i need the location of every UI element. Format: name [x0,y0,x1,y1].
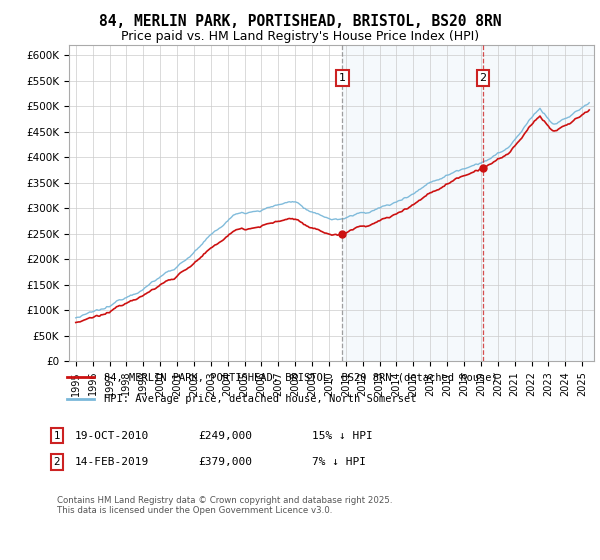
Text: 84, MERLIN PARK, PORTISHEAD, BRISTOL, BS20 8RN: 84, MERLIN PARK, PORTISHEAD, BRISTOL, BS… [99,14,501,29]
Text: 14-FEB-2019: 14-FEB-2019 [75,457,149,467]
Text: £379,000: £379,000 [198,457,252,467]
Text: 84, MERLIN PARK, PORTISHEAD, BRISTOL, BS20 8RN (detached house): 84, MERLIN PARK, PORTISHEAD, BRISTOL, BS… [104,372,498,382]
Bar [343,45,599,361]
Text: 7% ↓ HPI: 7% ↓ HPI [312,457,366,467]
Text: 2: 2 [479,73,487,83]
Text: Price paid vs. HM Land Registry's House Price Index (HPI): Price paid vs. HM Land Registry's House … [121,30,479,43]
Text: HPI: Average price, detached house, North Somerset: HPI: Average price, detached house, Nort… [104,394,416,404]
Text: 2: 2 [53,457,61,467]
Text: Contains HM Land Registry data © Crown copyright and database right 2025.
This d: Contains HM Land Registry data © Crown c… [57,496,392,515]
Text: 1: 1 [339,73,346,83]
Text: £249,000: £249,000 [198,431,252,441]
Text: 1: 1 [53,431,61,441]
Text: 19-OCT-2010: 19-OCT-2010 [75,431,149,441]
Text: 15% ↓ HPI: 15% ↓ HPI [312,431,373,441]
